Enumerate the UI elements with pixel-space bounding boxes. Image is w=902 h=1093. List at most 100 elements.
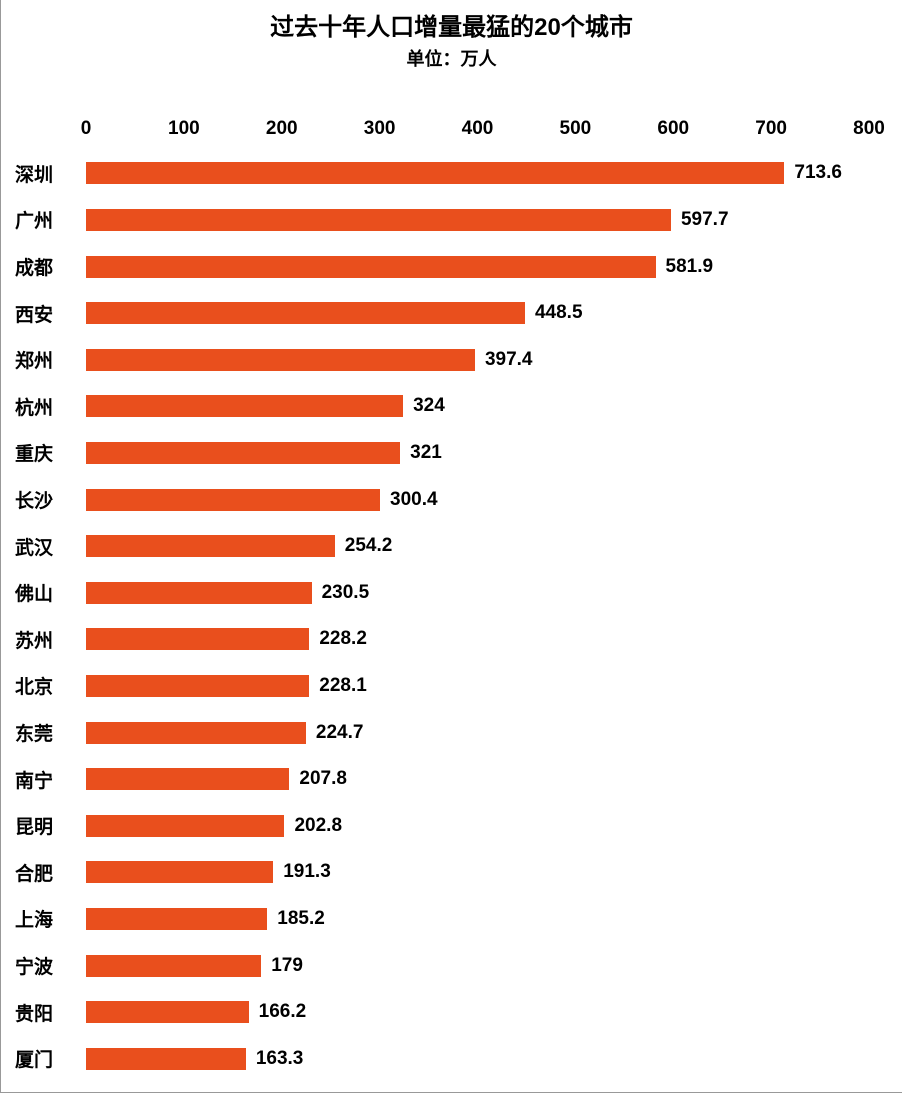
bar xyxy=(86,489,380,511)
bar-track: 228.2 xyxy=(86,628,902,650)
bar-row: 东莞 224.7 xyxy=(1,722,902,744)
x-tick-label: 400 xyxy=(462,118,494,140)
bar xyxy=(86,815,284,837)
bar xyxy=(86,535,335,557)
category-label: 南宁 xyxy=(1,766,86,793)
x-tick-label: 700 xyxy=(755,118,787,140)
bar-track: 230.5 xyxy=(86,582,902,604)
bar xyxy=(86,1001,249,1023)
bar-row: 贵阳166.2 xyxy=(1,1001,902,1023)
value-label: 300.4 xyxy=(390,489,438,511)
value-label: 321 xyxy=(410,442,442,464)
value-label: 448.5 xyxy=(535,302,583,324)
value-label: 713.6 xyxy=(794,162,842,184)
bar-track: 254.2 xyxy=(86,535,902,557)
category-label: 苏州 xyxy=(1,626,86,653)
x-tick-label: 300 xyxy=(364,118,396,140)
bar xyxy=(86,395,403,417)
value-label: 224.7 xyxy=(316,722,364,744)
bar xyxy=(86,162,784,184)
category-label: 西安 xyxy=(1,300,86,327)
bar-row: 长沙 300.4 xyxy=(1,489,902,511)
bar-track: 191.3 xyxy=(86,861,902,883)
category-label: 佛山 xyxy=(1,579,86,606)
category-label: 上海 xyxy=(1,905,86,932)
category-label: 贵阳 xyxy=(1,999,86,1026)
value-label: 185.2 xyxy=(277,908,325,930)
bar-track: 166.2 xyxy=(86,1001,902,1023)
bar-track: 597.7 xyxy=(86,209,902,231)
bar-track: 448.5 xyxy=(86,302,902,324)
bar-row: 宁波 179 xyxy=(1,955,902,977)
bar-track: 185.2 xyxy=(86,908,902,930)
bar-chart: 过去十年人口增量最猛的20个城市 单位：万人 0 100 200 300 400 500 6… xyxy=(0,0,902,1093)
chart-subtitle: 单位：万人 xyxy=(1,45,902,71)
value-label: 191.3 xyxy=(283,861,331,883)
value-label: 228.1 xyxy=(319,675,367,697)
value-label: 397.4 xyxy=(485,349,533,371)
bar-row: 杭州 324 xyxy=(1,395,902,417)
bar-track: 321 xyxy=(86,442,902,464)
bar-row: 西安 448.5 xyxy=(1,302,902,324)
value-label: 179 xyxy=(271,955,303,977)
bar xyxy=(86,675,309,697)
bar-row: 南宁 207.8 xyxy=(1,768,902,790)
bar xyxy=(86,302,525,324)
bar-row: 佛山230.5 xyxy=(1,582,902,604)
bar-track: 713.6 xyxy=(86,162,902,184)
category-label: 厦门 xyxy=(1,1045,86,1072)
bar-row: 合肥191.3 xyxy=(1,861,902,883)
bar-row: 厦门 163.3 xyxy=(1,1048,902,1070)
bar-track: 224.7 xyxy=(86,722,902,744)
bar-row: 深圳 713.6 xyxy=(1,162,902,184)
x-tick-label: 500 xyxy=(560,118,592,140)
bar-row: 广州 597.7 xyxy=(1,209,902,231)
bar-track: 300.4 xyxy=(86,489,902,511)
value-label: 202.8 xyxy=(294,815,342,837)
value-label: 228.2 xyxy=(319,628,367,650)
category-label: 广州 xyxy=(1,206,86,233)
bar xyxy=(86,209,671,231)
bar-track: 324 xyxy=(86,395,902,417)
bar xyxy=(86,256,656,278)
category-label: 东莞 xyxy=(1,719,86,746)
x-tick-label: 100 xyxy=(168,118,200,140)
bar-row: 武汉254.2 xyxy=(1,535,902,557)
x-tick-label: 600 xyxy=(657,118,689,140)
value-label: 254.2 xyxy=(345,535,393,557)
category-label: 杭州 xyxy=(1,393,86,420)
category-label: 成都 xyxy=(1,253,86,280)
bar xyxy=(86,442,400,464)
bar-track: 207.8 xyxy=(86,768,902,790)
category-label: 长沙 xyxy=(1,486,86,513)
category-label: 深圳 xyxy=(1,160,86,187)
value-label: 163.3 xyxy=(256,1048,304,1070)
bar-row: 重庆 321 xyxy=(1,442,902,464)
category-label: 昆明 xyxy=(1,812,86,839)
bar-row: 北京 228.1 xyxy=(1,675,902,697)
x-tick-label: 800 xyxy=(853,118,885,140)
value-label: 324 xyxy=(413,395,445,417)
bar xyxy=(86,349,475,371)
bar-track: 163.3 xyxy=(86,1048,902,1070)
value-label: 207.8 xyxy=(299,768,347,790)
x-tick-label: 200 xyxy=(266,118,298,140)
bar-row: 成都 581.9 xyxy=(1,256,902,278)
value-label: 581.9 xyxy=(666,256,714,278)
bar xyxy=(86,768,289,790)
bar-row: 郑州397.4 xyxy=(1,349,902,371)
bar-row: 昆明 202.8 xyxy=(1,815,902,837)
category-label: 宁波 xyxy=(1,952,86,979)
bar-track: 581.9 xyxy=(86,256,902,278)
bar-track: 228.1 xyxy=(86,675,902,697)
bar xyxy=(86,861,273,883)
value-label: 597.7 xyxy=(681,209,729,231)
category-label: 重庆 xyxy=(1,439,86,466)
plot-area: 深圳 713.6 广州 597.7 成都 581.9 西安 448.5 郑州397.4 杭州 324… xyxy=(1,150,902,1083)
chart-title: 过去十年人口增量最猛的20个城市 xyxy=(1,0,902,43)
bar-track: 397.4 xyxy=(86,349,902,371)
category-label: 北京 xyxy=(1,672,86,699)
bar xyxy=(86,1048,246,1070)
bar xyxy=(86,628,309,650)
x-tick-label: 0 xyxy=(81,118,92,140)
